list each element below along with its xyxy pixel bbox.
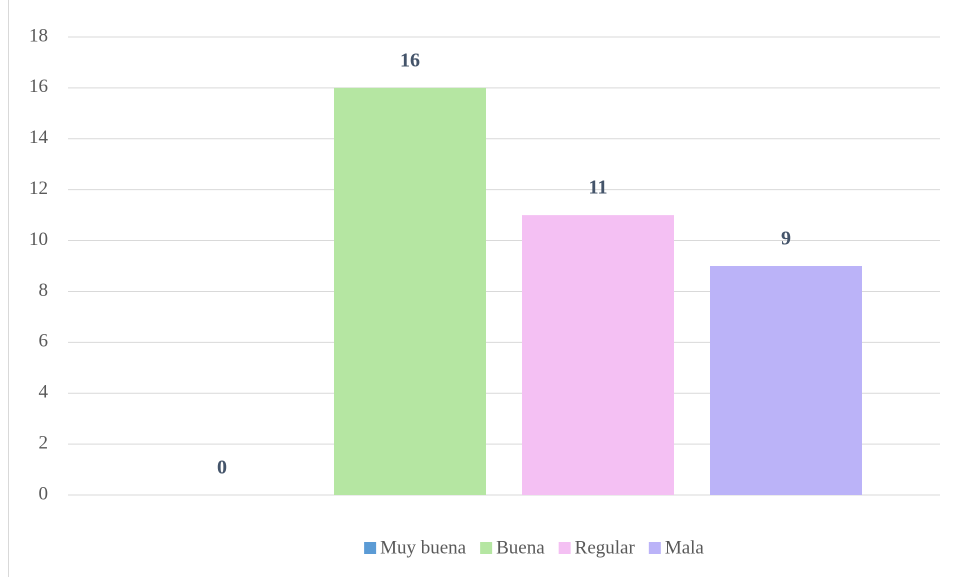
legend-swatch: [558, 542, 571, 554]
data-label: 0: [217, 457, 227, 479]
legend-swatch: [480, 542, 493, 554]
y-tick-label: 14: [29, 127, 49, 148]
y-tick-label: 2: [39, 432, 49, 453]
legend-item: Buena: [480, 537, 545, 558]
y-tick-label: 8: [39, 280, 49, 301]
bar: [522, 215, 674, 495]
bar: [334, 87, 486, 495]
legend-item: Regular: [558, 537, 636, 558]
legend-item: Mala: [648, 537, 705, 558]
legend-swatch: [648, 542, 661, 554]
legend-item: Muy buena: [364, 537, 467, 558]
data-label: 16: [400, 49, 420, 71]
y-tick-label: 6: [39, 331, 49, 352]
legend-label: Mala: [665, 537, 705, 558]
y-tick-label: 4: [39, 382, 49, 403]
legend-label: Regular: [575, 537, 636, 558]
legend-swatch: [364, 542, 377, 554]
data-label: 11: [589, 177, 608, 199]
bar: [710, 266, 862, 495]
y-tick-label: 18: [29, 25, 48, 46]
legend-label: Muy buena: [380, 537, 467, 558]
y-tick-label: 0: [39, 483, 49, 504]
y-tick-label: 10: [29, 229, 48, 250]
legend-label: Buena: [496, 537, 545, 558]
y-tick-label: 16: [29, 76, 48, 97]
data-label: 9: [781, 228, 791, 250]
y-tick-label: 12: [29, 178, 48, 199]
